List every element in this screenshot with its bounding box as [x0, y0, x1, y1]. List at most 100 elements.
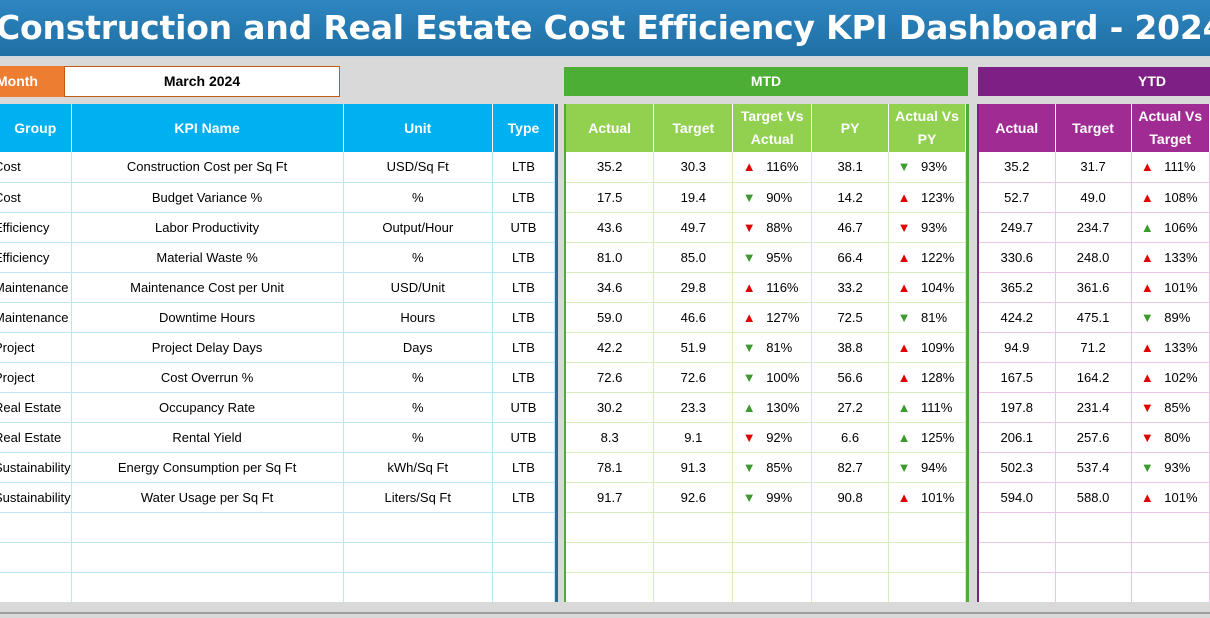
ytd-target-cell: 234.7: [1055, 212, 1132, 243]
mtd-actual-cell: 8.3: [566, 422, 655, 453]
mtd-table-panel: Actual Target Target Vs Actual PY Actual Vs …: [564, 104, 969, 602]
kpi-group-cell: Sustainability: [0, 482, 72, 513]
kpi-type-cell: LTB: [492, 182, 555, 213]
column-header: PY: [811, 104, 890, 152]
mtd-target-cell: 85.0: [653, 242, 734, 273]
dashboard-title-bar: Construction and Real Estate Cost Effici…: [0, 0, 1210, 58]
ytd-target-cell: 49.0: [1055, 182, 1132, 213]
kpi-group-cell: Real Estate: [0, 422, 72, 453]
empty-cell: [492, 542, 555, 573]
trend-unfavorable-icon: ▲: [1140, 279, 1154, 295]
mtd-py-cell: 14.2: [811, 182, 890, 213]
empty-cell: [653, 512, 734, 543]
trend-cell: ▲ 116%: [732, 152, 813, 183]
mtd-py-cell: 38.8: [811, 332, 890, 363]
trend-cell: ▼ 80%: [1131, 422, 1210, 453]
month-selector[interactable]: March 2024: [64, 66, 340, 97]
table-row: 42.2 51.9 ▼ 81% 38.8 ▲ 109%: [566, 332, 966, 363]
table-row: 330.6 248.0 ▲ 133%: [979, 242, 1210, 273]
month-label: Month: [0, 66, 64, 97]
ytd-table-panel: Actual Target Actual Vs Target 35.2 31.7 ▲ 11…: [977, 104, 1210, 602]
ytd-actual-cell: 365.2: [979, 272, 1056, 303]
kpi-name-cell: Budget Variance %: [71, 182, 344, 213]
empty-cell: [1131, 542, 1210, 573]
trend-favorable-icon: ▼: [1140, 309, 1154, 325]
table-row: Real Estate Occupancy Rate% UTB: [0, 392, 555, 423]
trend-cell: ▼ 94%: [888, 452, 966, 483]
bottom-divider: [0, 612, 1210, 614]
mtd-actual-cell: 42.2: [566, 332, 655, 363]
kpi-unit-cell: %: [343, 392, 493, 423]
trend-percent: 133%: [1164, 339, 1198, 355]
trend-cell: ▲ 130%: [732, 392, 813, 423]
ytd-target-cell: 231.4: [1055, 392, 1132, 423]
column-header: Actual Vs Target: [1131, 104, 1210, 152]
mtd-target-cell: 51.9: [653, 332, 734, 363]
trend-percent: 85%: [766, 459, 793, 475]
column-header: Group: [0, 104, 72, 152]
kpi-unit-cell: Output/Hour: [343, 212, 493, 243]
kpi-name-cell: Labor Productivity: [71, 212, 344, 243]
kpi-unit-cell: %: [343, 242, 493, 273]
mtd-py-cell: 72.5: [811, 302, 890, 333]
table-row: [979, 512, 1210, 543]
trend-unfavorable-icon: ▲: [1140, 249, 1154, 265]
trend-cell: ▲ 127%: [732, 302, 813, 333]
trend-cell: ▲ 128%: [888, 362, 966, 393]
table-row: 72.6 72.6 ▼ 100% 56.6 ▲ 128%: [566, 362, 966, 393]
trend-favorable-icon: ▲: [897, 429, 911, 445]
trend-percent: 101%: [921, 489, 955, 505]
column-header: KPI Name: [71, 104, 344, 152]
empty-cell: [888, 542, 966, 573]
trend-favorable-icon: ▼: [742, 249, 756, 265]
trend-unfavorable-icon: ▲: [742, 159, 756, 175]
mtd-actual-cell: 59.0: [566, 302, 655, 333]
trend-unfavorable-icon: ▲: [742, 279, 756, 295]
table-row: 17.5 19.4 ▼ 90% 14.2 ▲ 123%: [566, 182, 966, 213]
trend-percent: 108%: [1164, 189, 1198, 205]
table-row: 197.8 231.4 ▼ 85%: [979, 392, 1210, 423]
kpi-group-cell: Real Estate: [0, 392, 72, 423]
trend-percent: 94%: [921, 459, 948, 475]
trend-percent: 128%: [921, 369, 955, 385]
dashboard-title: Construction and Real Estate Cost Effici…: [0, 8, 1210, 47]
mtd-actual-cell: 34.6: [566, 272, 655, 303]
empty-cell: [0, 512, 72, 543]
kpi-type-cell: LTB: [492, 362, 555, 393]
ytd-target-cell: 588.0: [1055, 482, 1132, 513]
kpi-type-cell: UTB: [492, 392, 555, 423]
trend-percent: 111%: [1164, 159, 1196, 175]
kpi-name-cell: Energy Consumption per Sq Ft: [71, 452, 344, 483]
trend-percent: 93%: [921, 219, 948, 235]
column-header: Actual: [566, 104, 655, 152]
kpi-name-cell: Downtime Hours: [71, 302, 344, 333]
kpi-unit-cell: kWh/Sq Ft: [343, 452, 493, 483]
kpi-type-cell: LTB: [492, 452, 555, 483]
trend-unfavorable-icon: ▼: [742, 429, 756, 445]
trend-cell: ▼ 93%: [1131, 452, 1210, 483]
kpi-group-cell: Sustainability: [0, 452, 72, 483]
table-row: 249.7 234.7 ▲ 106%: [979, 212, 1210, 243]
table-row: [566, 572, 966, 602]
empty-cell: [979, 512, 1056, 543]
empty-cell: [1131, 512, 1210, 543]
ytd-actual-cell: 330.6: [979, 242, 1056, 273]
trend-percent: 130%: [766, 399, 800, 415]
trend-cell: ▲ 108%: [1131, 182, 1210, 213]
mtd-actual-cell: 17.5: [566, 182, 655, 213]
kpi-unit-cell: Liters/Sq Ft: [343, 482, 493, 513]
empty-cell: [1055, 542, 1132, 573]
trend-cell: ▼ 81%: [732, 332, 813, 363]
trend-unfavorable-icon: ▲: [897, 489, 911, 505]
table-row: 43.6 49.7 ▼ 88% 46.7 ▼ 93%: [566, 212, 966, 243]
trend-unfavorable-icon: ▲: [897, 249, 911, 265]
ytd-actual-cell: 94.9: [979, 332, 1056, 363]
empty-cell: [653, 542, 734, 573]
empty-cell: [492, 512, 555, 543]
table-row: [0, 512, 555, 543]
mtd-actual-cell: 78.1: [566, 452, 655, 483]
kpi-name-cell: Maintenance Cost per Unit: [71, 272, 344, 303]
empty-cell: [888, 512, 966, 543]
